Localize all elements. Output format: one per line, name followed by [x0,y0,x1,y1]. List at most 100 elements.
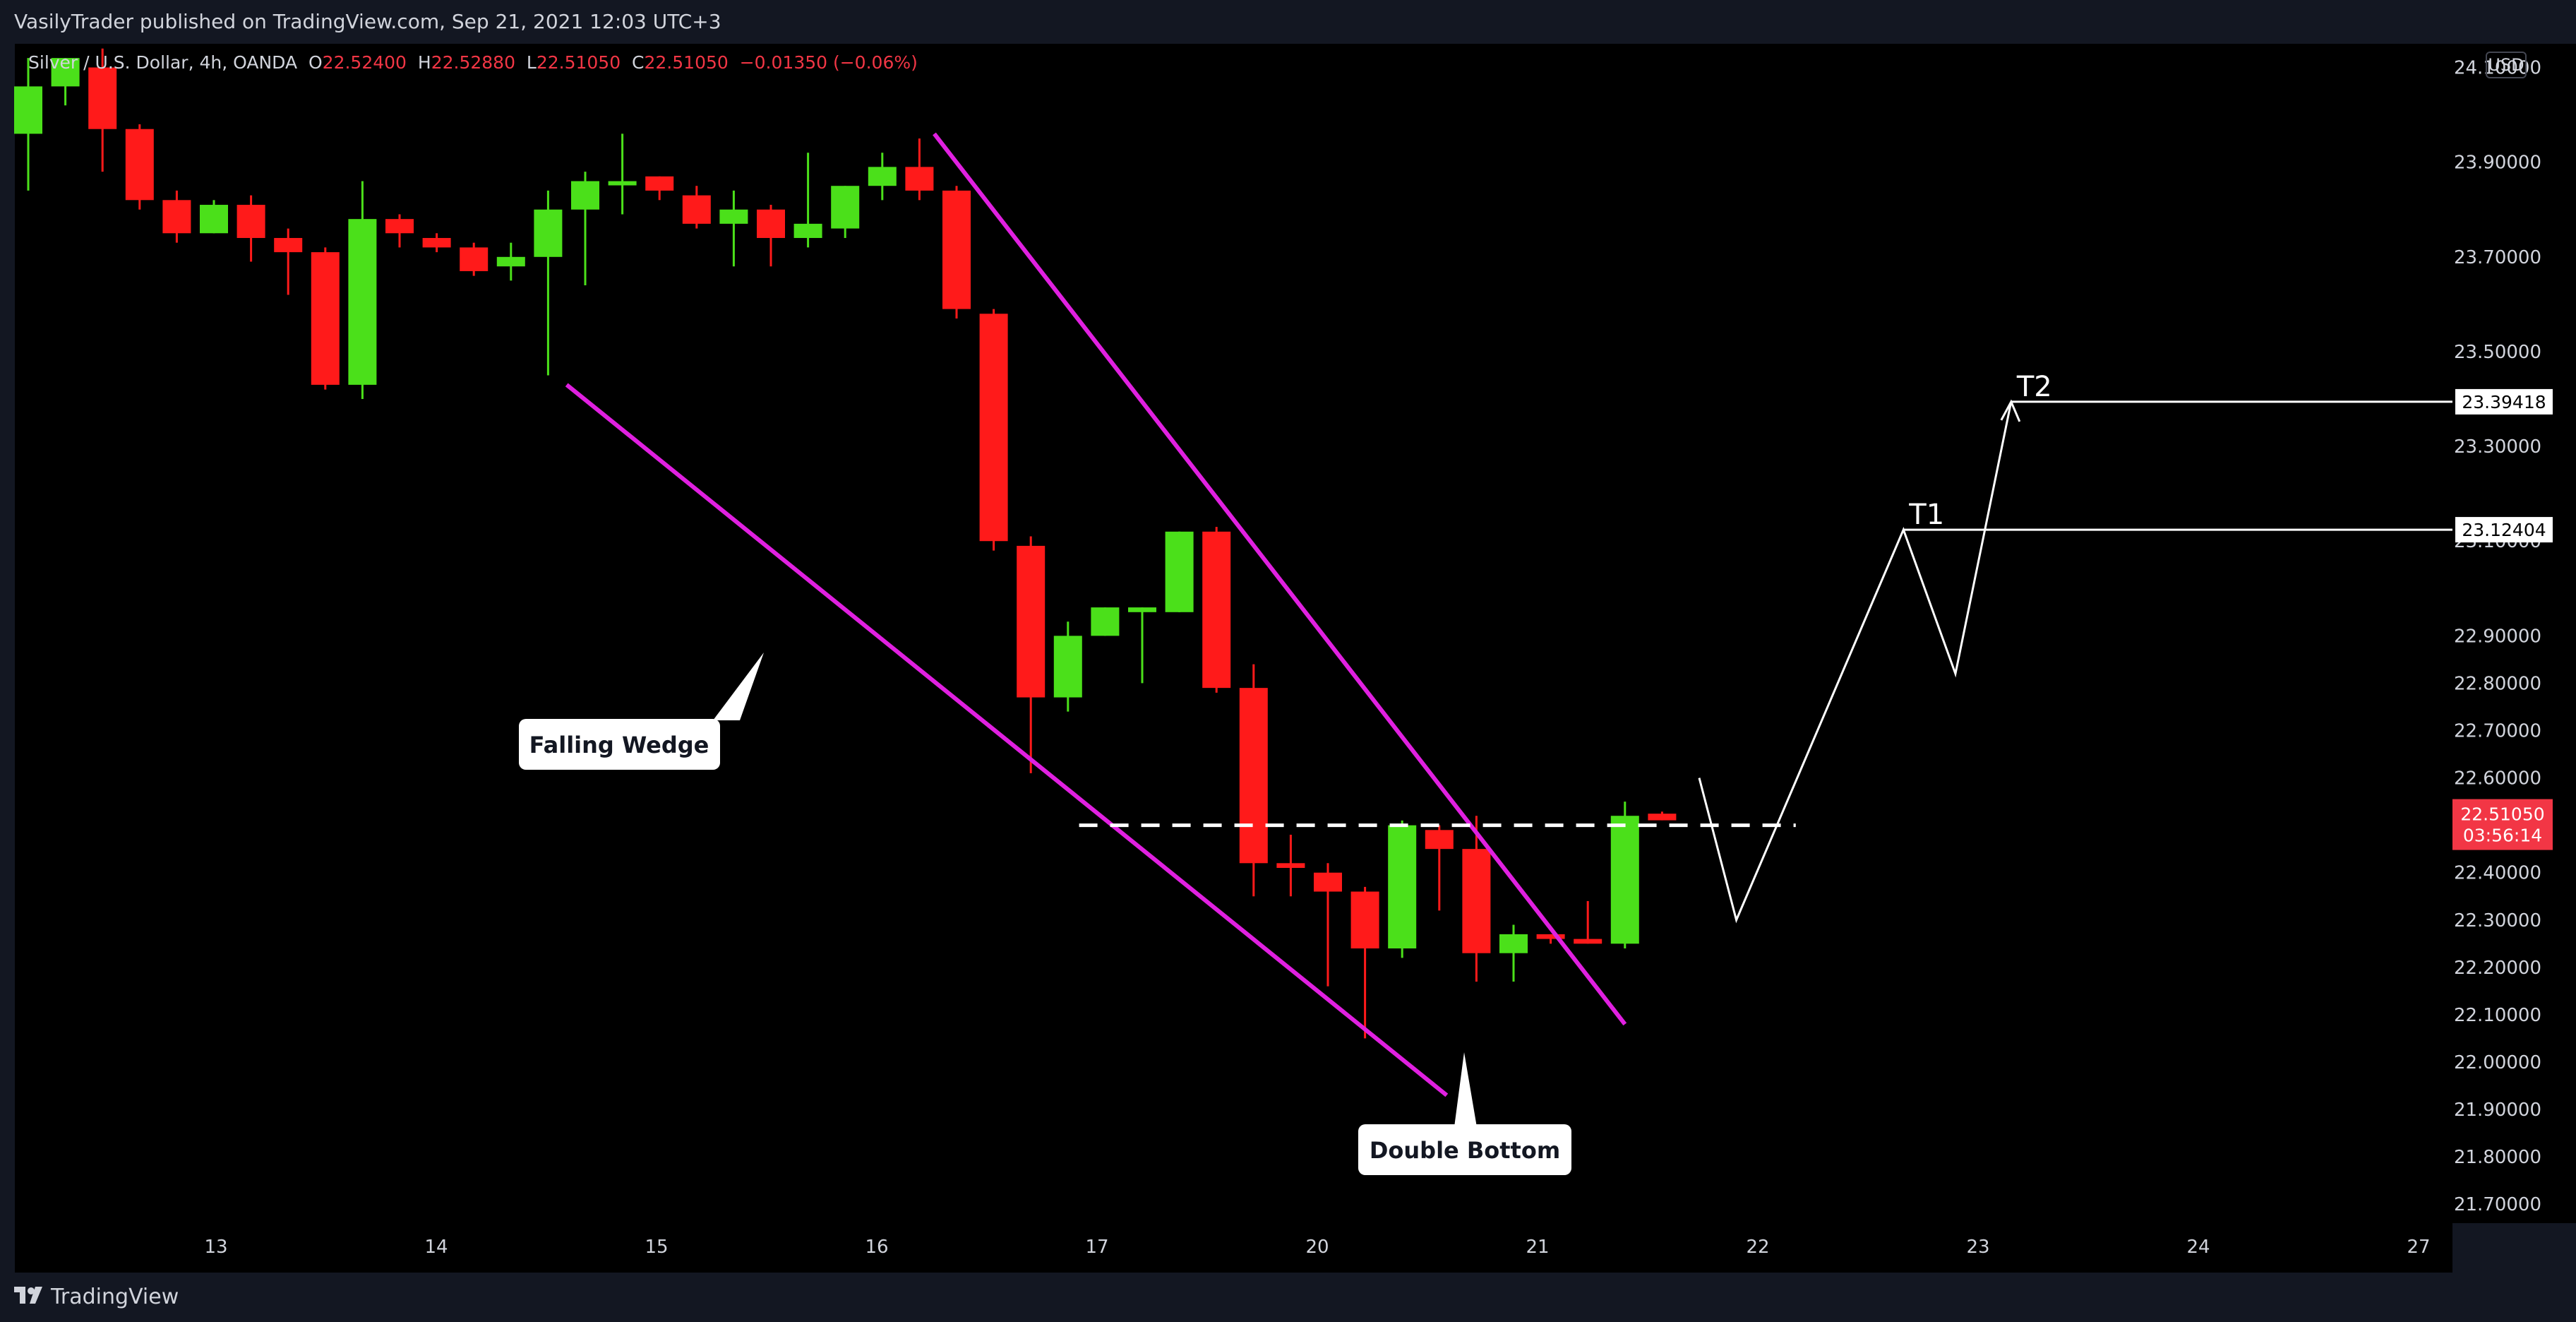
callouts: Falling Wedge Double Bottom [519,653,1571,1175]
close-label: C [632,52,645,73]
candle-body [385,219,414,234]
candle-body [1128,607,1156,612]
candle-body [905,167,934,191]
candle-body [496,256,525,267]
x-tick-label: 27 [2407,1237,2430,1258]
candle [682,186,711,229]
candle [1350,886,1379,1039]
footer-brand[interactable]: TradingView [51,1285,179,1309]
x-tick-label: 24 [2186,1237,2210,1258]
candle [385,214,414,248]
candle-body [868,167,897,186]
candle [979,309,1008,551]
candle [348,181,377,400]
candle-body [1017,545,1046,698]
candle-body [682,195,711,224]
candle-body [1648,814,1677,821]
y-tick-label: 21.90000 [2454,1100,2541,1121]
currency-box [2486,52,2527,78]
y-tick-label: 22.20000 [2454,958,2541,979]
publish-bar: VasilyTrader published on TradingView.co… [0,0,2576,44]
candle-body [422,237,451,248]
candle [1536,934,1565,944]
candle [1276,835,1305,897]
candle-body [162,200,191,234]
callout-double-bottom: Double Bottom [1358,1052,1571,1175]
candle [311,247,340,390]
candle-body [534,209,563,257]
candle-body [1165,531,1194,612]
candle-body [1499,934,1528,953]
x-tick-label: 15 [645,1237,668,1258]
candle [51,58,80,106]
candle [1574,900,1602,944]
candle [1053,621,1082,712]
candle-body [88,67,117,129]
candle [162,190,191,243]
candle-body [793,223,822,238]
candle [1462,816,1491,982]
candle [1314,863,1342,987]
callout-text: Double Bottom [1370,1137,1560,1164]
x-tick-label: 17 [1085,1237,1108,1258]
candle-body [125,129,154,201]
target-price-label: 23.12404 [2462,520,2546,540]
candle [645,176,674,201]
callout-pointer [713,653,764,720]
time-axis[interactable] [15,1223,2452,1273]
x-tick-label: 14 [424,1237,448,1258]
x-tick-label: 16 [865,1237,888,1258]
candle [1239,664,1268,897]
candles [14,48,1677,1039]
candle [868,153,897,201]
callout-box [1358,1124,1571,1175]
candle-body [979,314,1008,542]
currency-label[interactable]: USD [2488,55,2524,75]
x-axis-ticks: 13 14 15 16 17 20 21 22 23 24 27 [204,1237,2430,1258]
y-tick-label: 24.10000 [2454,58,2541,79]
y-tick-label: 22.60000 [2454,768,2541,790]
target-price-label: 23.39418 [2462,392,2546,412]
candle [942,186,971,318]
candle [1388,820,1417,958]
candle [905,138,934,201]
y-tick-label: 22.00000 [2454,1052,2541,1073]
candle [236,195,265,262]
candle-body [1462,849,1491,953]
candle-body [460,247,489,271]
tradingview-logo-icon[interactable] [14,1284,42,1309]
candle [125,124,154,210]
current-price-value: 22.51050 [2460,804,2544,825]
target-price-tag [2455,388,2553,415]
target-levels: T1 23.12404 T2 23.39418 [1903,371,2553,543]
symbol-title: Silver / U.S. Dollar, 4h, OANDA [28,52,298,73]
y-tick-label: 21.80000 [2454,1147,2541,1168]
callout-pointer [1454,1052,1477,1127]
low-label: L [526,52,537,73]
candle [422,233,451,253]
projection-path [1698,401,2013,924]
price-axis[interactable] [2452,44,2576,1223]
callout-text: Falling Wedge [529,732,709,758]
y-tick-label: 22.90000 [2454,626,2541,647]
candle-body [1239,688,1268,864]
plot-area[interactable] [15,44,2452,1223]
candle-body [1350,891,1379,949]
symbol-legend[interactable]: Silver / U.S. Dollar, 4h, OANDA O22.5240… [28,52,918,73]
x-tick-label: 20 [1305,1237,1329,1258]
candle-body [311,252,340,385]
candle [1165,531,1194,612]
candle-body [1276,863,1305,868]
candle [757,205,785,267]
y-tick-label: 22.70000 [2454,720,2541,742]
candle-body [757,209,785,238]
bar-countdown: 03:56:14 [2463,826,2542,846]
x-tick-label: 21 [1526,1237,1549,1258]
candle-body [274,237,303,253]
x-tick-label: 22 [1746,1237,1769,1258]
candle-body [571,181,599,210]
candle [88,48,117,172]
candle-body [942,190,971,309]
